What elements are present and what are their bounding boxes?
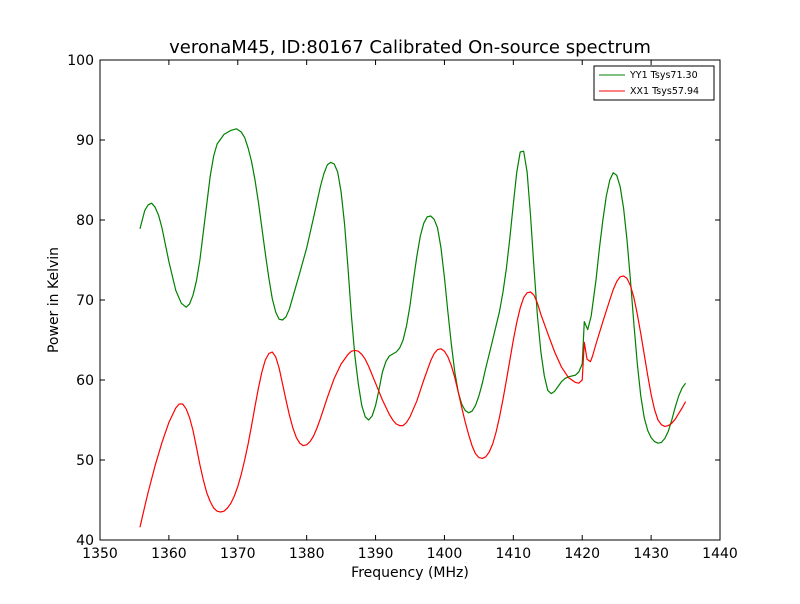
x-tick-label: 1390 [358,546,394,562]
series-line-xx1 [139,275,687,528]
x-tick-label: 1350 [82,546,118,562]
y-tick-label: 90 [76,133,94,149]
y-tick-label: 100 [67,53,94,69]
y-tick-label: 40 [76,533,94,549]
x-tick-label: 1440 [702,546,738,562]
plot-frame [99,59,721,541]
y-tick-label: 80 [76,213,94,229]
y-tick-label: 50 [76,453,94,469]
chart-title: veronaM45, ID:80167 Calibrated On-source… [169,37,651,58]
y-axis-label: Power in Kelvin [46,247,62,353]
tick-layer [99,59,721,541]
legend-label-xx1: XX1 Tsys57.94 [630,86,699,97]
plot-area [99,59,721,541]
y-tick-label: 70 [76,293,94,309]
x-tick-label: 1430 [633,546,669,562]
y-tick-label: 60 [76,373,94,389]
x-tick-label: 1380 [289,546,325,562]
legend: YY1 Tsys71.30 XX1 Tsys57.94 [593,65,715,101]
x-tick-label: 1420 [564,546,600,562]
x-tick-labels: 1350 1360 1370 1380 1390 1400 1410 1420 1430 1440 [82,546,738,562]
legend-box [593,65,715,101]
x-tick-label: 1360 [151,546,187,562]
x-tick-label: 1400 [427,546,463,562]
x-tick-label: 1370 [220,546,256,562]
series-layer [139,128,687,528]
x-axis-label: Frequency (MHz) [351,565,469,581]
legend-label-yy1: YY1 Tsys71.30 [629,70,698,81]
y-tick-labels: 40 50 60 70 80 90 100 [67,53,94,549]
x-tick-label: 1410 [496,546,532,562]
series-line-yy1 [139,128,687,444]
